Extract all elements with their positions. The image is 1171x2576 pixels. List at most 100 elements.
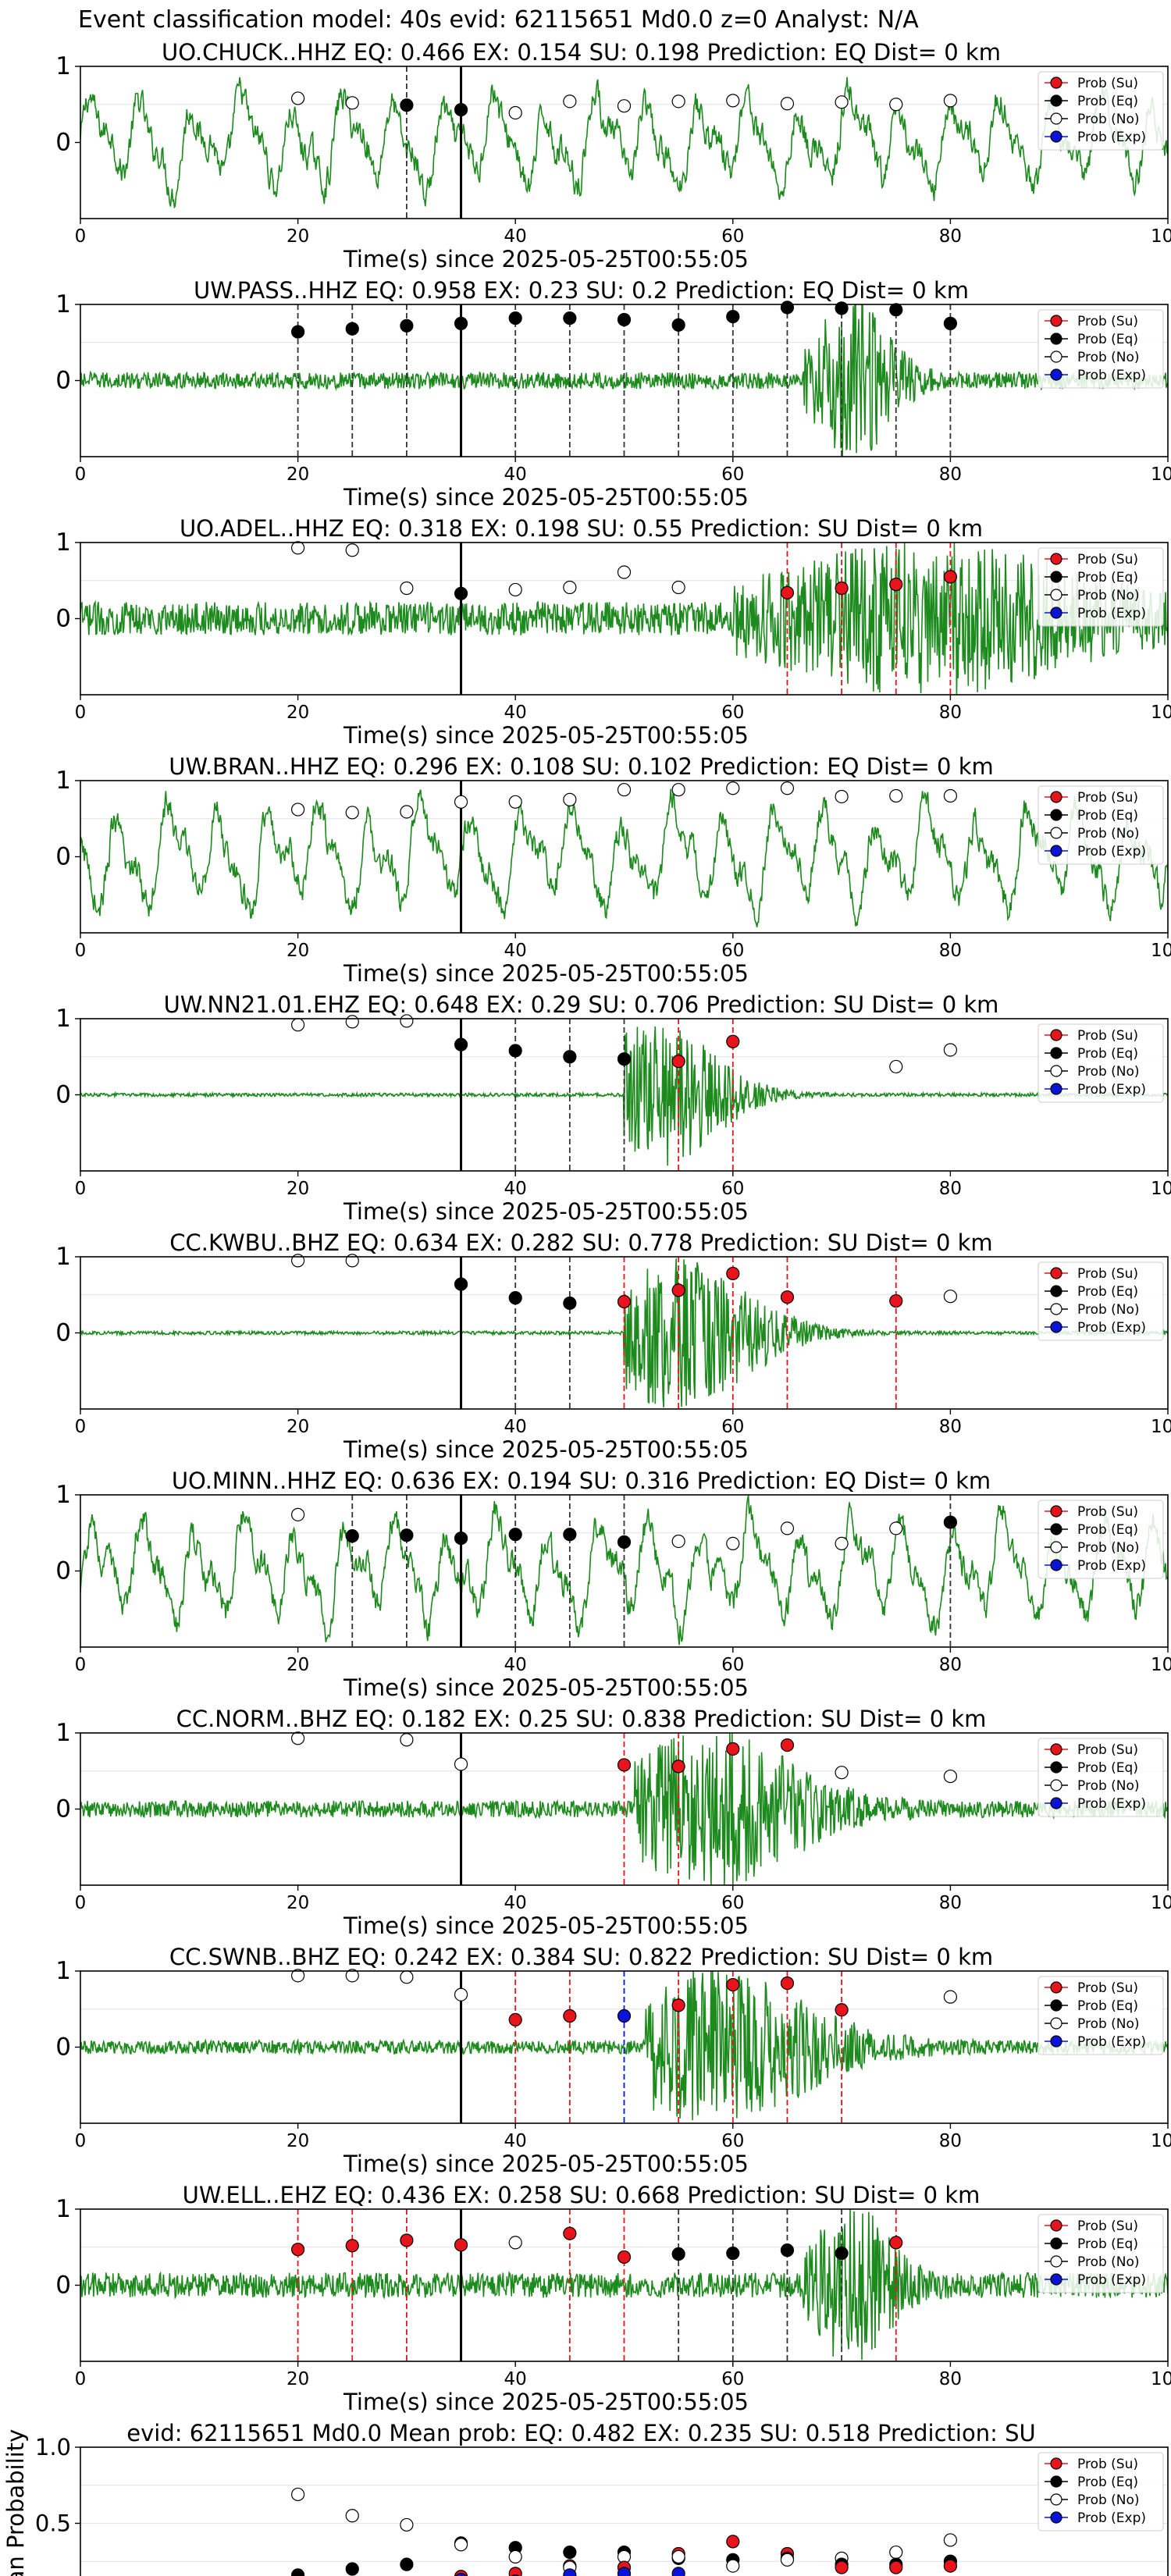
x-tick-label: 100	[1151, 2369, 1171, 2389]
x-tick-label: 0	[75, 1417, 87, 1437]
point-su	[671, 1283, 685, 1297]
x-tick-label: 80	[939, 1417, 962, 1437]
legend: Prob (Su) Prob (Eq) Prob (No) Prob (Exp)	[1038, 1976, 1164, 2055]
point-eq	[454, 102, 468, 117]
point-su	[780, 1976, 795, 1991]
panel-title: UO.CHUCK..HHZ EQ: 0.466 EX: 0.154 SU: 0.…	[162, 39, 1001, 66]
point-su	[835, 2003, 849, 2017]
point-eq	[889, 303, 903, 317]
point-no	[671, 783, 685, 797]
legend-marker-no	[1050, 1065, 1062, 1077]
legend-marker-exp	[1050, 845, 1062, 857]
point-eq	[835, 2246, 849, 2261]
point-eq	[563, 1296, 577, 1311]
x-tick-label: 60	[721, 2369, 744, 2389]
point-no	[889, 788, 903, 803]
legend-box	[1038, 785, 1164, 865]
legend-label: Prob (No)	[1077, 2254, 1140, 2270]
x-tick-label: 20	[287, 2369, 309, 2389]
point-no	[780, 2553, 795, 2567]
legend-label: Prob (Su)	[1077, 1266, 1138, 1282]
legend-marker-exp	[1050, 2511, 1062, 2524]
x-tick-label: 60	[721, 2131, 744, 2151]
point-no	[563, 580, 577, 595]
point-su	[617, 1294, 632, 1309]
legend-label: Prob (Exp)	[1077, 130, 1146, 145]
y-tick-label: 0	[55, 1319, 71, 1347]
point-no	[889, 2545, 903, 2560]
legend: Prob (Su) Prob (Eq) Prob (No) Prob (Exp)	[1038, 1500, 1164, 1579]
point-eq	[508, 1044, 522, 1058]
waveform-trace	[80, 304, 1168, 457]
legend-marker-no	[1050, 2493, 1062, 2506]
point-su	[291, 2243, 305, 2257]
y-tick-label: 1	[55, 1243, 71, 1271]
point-eq	[617, 312, 632, 327]
point-su	[889, 1293, 903, 1308]
panel-title: UO.ADEL..HHZ EQ: 0.318 EX: 0.198 SU: 0.5…	[180, 515, 983, 542]
point-no	[726, 94, 740, 108]
point-eq	[454, 1277, 468, 1291]
point-eq	[508, 1291, 522, 1305]
point-no	[671, 1534, 685, 1549]
point-su	[780, 1290, 795, 1304]
x-axis-label: Time(s) since 2025-05-25T00:55:05	[343, 2389, 749, 2415]
x-tick-label: 20	[287, 464, 309, 485]
point-su	[345, 2239, 359, 2253]
point-su	[508, 2567, 522, 2576]
legend-marker-eq	[1050, 1047, 1062, 1059]
x-tick-label: 60	[721, 1655, 744, 1675]
x-tick-label: 20	[287, 1893, 309, 1913]
x-tick-label: 60	[721, 1893, 744, 1913]
y-tick-label: 1	[55, 1957, 71, 1985]
x-tick-label: 80	[939, 1893, 962, 1913]
x-tick-label: 100	[1151, 941, 1171, 961]
legend-label: Prob (No)	[1077, 1778, 1140, 1794]
point-no	[400, 1733, 414, 1747]
legend-marker-no	[1050, 2017, 1062, 2030]
point-no	[780, 781, 795, 795]
legend-label: Prob (Exp)	[1077, 844, 1146, 859]
point-su	[671, 1054, 685, 1069]
x-tick-label: 80	[939, 703, 962, 723]
point-no	[454, 1757, 468, 1771]
y-tick-label: 0	[55, 2033, 71, 2062]
x-tick-label: 40	[504, 703, 527, 723]
x-tick-label: 0	[75, 464, 87, 485]
panel-4: UW.BRAN..HHZ EQ: 0.296 EX: 0.108 SU: 0.1…	[55, 753, 1171, 987]
x-axis-label: Time(s) since 2025-05-25T00:55:05	[343, 1198, 749, 1225]
legend-box	[1038, 1261, 1164, 1341]
point-su	[943, 2559, 958, 2573]
y-tick-label: 1	[55, 767, 71, 795]
legend-label: Prob (Eq)	[1077, 1046, 1138, 1062]
legend-marker-su	[1050, 1267, 1062, 1279]
legend-label: Prob (Eq)	[1077, 570, 1138, 585]
panel-title: UW.NN21.01.EHZ EQ: 0.648 EX: 0.29 SU: 0.…	[164, 991, 999, 1018]
x-tick-label: 20	[287, 941, 309, 961]
legend-label: Prob (Su)	[1077, 552, 1138, 568]
x-tick-label: 40	[504, 941, 527, 961]
legend-marker-eq	[1050, 333, 1062, 345]
legend-box	[1038, 309, 1164, 389]
y-tick-label: 0.5	[35, 2510, 71, 2537]
point-su	[617, 2250, 632, 2265]
legend-marker-exp	[1050, 130, 1062, 143]
legend-label: Prob (Su)	[1077, 1028, 1138, 1044]
legend-marker-su	[1050, 315, 1062, 327]
legend-label: Prob (No)	[1077, 1540, 1140, 1556]
x-tick-label: 80	[939, 226, 962, 247]
y-tick-label: 1	[55, 52, 71, 80]
legend-label: Prob (Eq)	[1077, 1522, 1138, 1538]
legend-marker-no	[1050, 1779, 1062, 1791]
legend-marker-su	[1050, 76, 1062, 89]
point-no	[671, 2549, 685, 2564]
point-eq	[454, 316, 468, 330]
point-no	[400, 2517, 414, 2532]
point-no	[889, 98, 903, 112]
legend-label: Prob (Eq)	[1077, 94, 1138, 109]
legend-marker-no	[1050, 2255, 1062, 2268]
point-eq	[563, 1050, 577, 1064]
legend-label: Prob (Su)	[1077, 2457, 1138, 2472]
legend: Prob (Su) Prob (Eq) Prob (No) Prob (Exp)	[1038, 309, 1164, 389]
point-su	[671, 1759, 685, 1774]
